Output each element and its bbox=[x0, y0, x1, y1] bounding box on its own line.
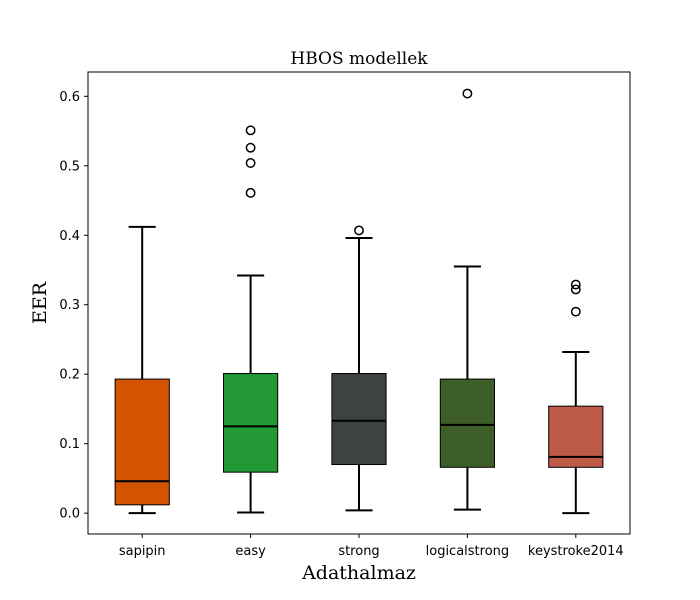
box-group bbox=[114, 225, 170, 515]
outlier-point bbox=[245, 125, 256, 136]
x-tick-label: easy bbox=[235, 544, 266, 559]
y-tick-label: 0.5 bbox=[59, 159, 80, 174]
y-axis-title: EER bbox=[29, 281, 51, 324]
box-iqr bbox=[114, 378, 170, 506]
plot-area bbox=[114, 88, 604, 515]
y-tick-label: 0.3 bbox=[59, 298, 80, 313]
y-axis: 0.0 0.1 0.2 0.3 0.4 0.5 0.6 bbox=[59, 90, 88, 522]
x-axis: sapipin easy strong logicalstrong keystroke2… bbox=[119, 534, 624, 559]
chart-title: HBOS modellek bbox=[290, 49, 428, 69]
outlier-point bbox=[570, 279, 581, 290]
x-axis-title: Adathalmaz bbox=[301, 562, 416, 584]
outlier-point bbox=[245, 187, 256, 198]
box-group bbox=[223, 125, 279, 514]
box-group bbox=[548, 279, 604, 515]
y-tick-label: 0.0 bbox=[59, 507, 80, 522]
y-tick-label: 0.4 bbox=[59, 229, 80, 244]
box-group bbox=[331, 225, 387, 512]
x-tick-label: logicalstrong bbox=[426, 544, 510, 559]
box-iqr bbox=[331, 373, 387, 466]
outlier-point bbox=[245, 158, 256, 168]
x-tick-label: sapipin bbox=[119, 544, 166, 559]
y-tick-label: 0.1 bbox=[59, 437, 80, 452]
box-iqr bbox=[439, 378, 495, 468]
outlier-point bbox=[245, 142, 256, 153]
outlier-point bbox=[570, 284, 581, 295]
outlier-point bbox=[462, 88, 473, 99]
box-group bbox=[439, 88, 495, 511]
box-iqr bbox=[223, 373, 279, 473]
x-tick-label: strong bbox=[338, 544, 379, 559]
outlier-point bbox=[570, 306, 581, 317]
box-iqr bbox=[548, 405, 604, 468]
x-tick-label: keystroke2014 bbox=[528, 544, 624, 559]
y-tick-label: 0.2 bbox=[59, 368, 80, 383]
y-tick-label: 0.6 bbox=[59, 90, 80, 105]
outlier-point bbox=[354, 225, 364, 236]
